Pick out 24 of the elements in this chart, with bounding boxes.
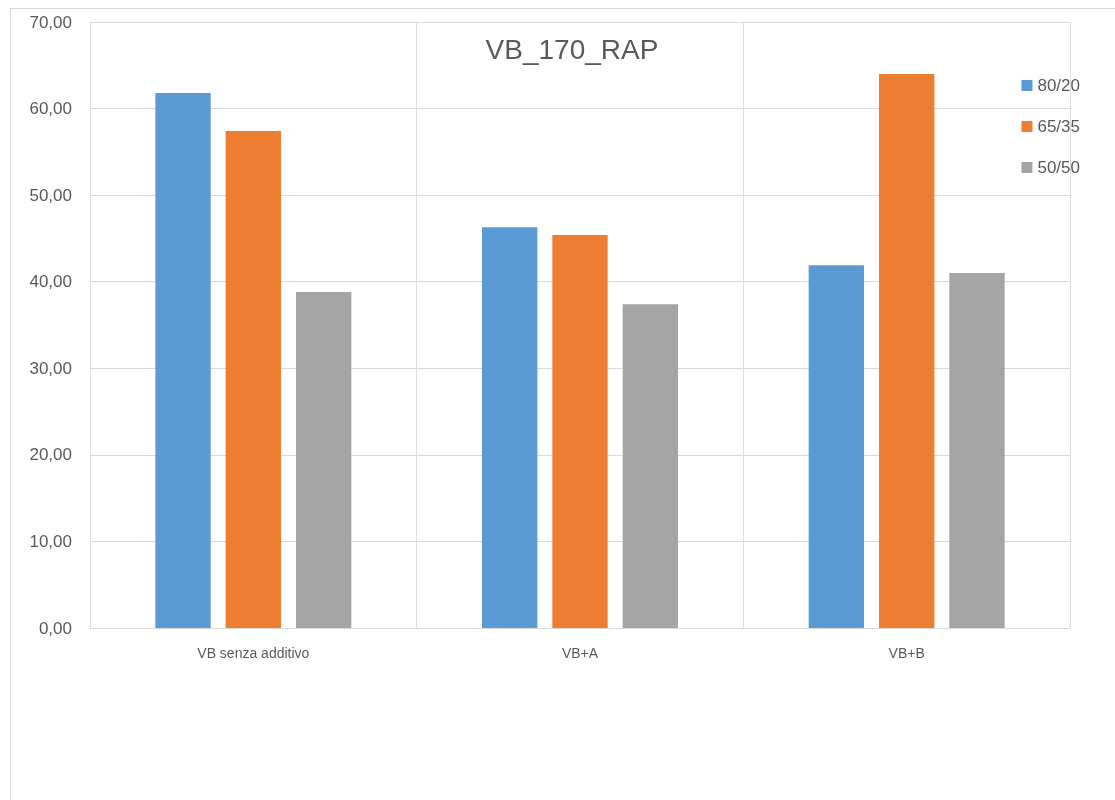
y-tick-label: 70,00 [29, 12, 72, 32]
chart-title: VB_170_RAP [485, 33, 659, 65]
bar [225, 131, 282, 628]
bar [878, 73, 935, 628]
y-tick-label: 60,00 [29, 99, 72, 119]
y-tick-label: 20,00 [29, 445, 72, 465]
legend-label: 65/35 [1037, 117, 1081, 136]
x-tick-label: VB+B [888, 645, 925, 661]
bar [155, 92, 211, 628]
bar [622, 304, 678, 628]
x-tick-label: VB senza additivo [197, 645, 310, 661]
x-tick-label: VB+A [561, 645, 599, 661]
bar [808, 265, 865, 628]
y-tick-label: 0,00 [38, 618, 72, 638]
bar [482, 227, 538, 628]
legend-label: 50/50 [1037, 158, 1081, 177]
y-tick-label: 50,00 [29, 185, 72, 205]
y-tick-label: 30,00 [29, 358, 72, 378]
bar [295, 292, 352, 628]
legend-label: 80/20 [1037, 76, 1081, 95]
y-tick-label: 10,00 [29, 531, 72, 551]
bar [552, 234, 608, 628]
bar [949, 273, 1005, 628]
y-tick-label: 40,00 [29, 272, 72, 292]
